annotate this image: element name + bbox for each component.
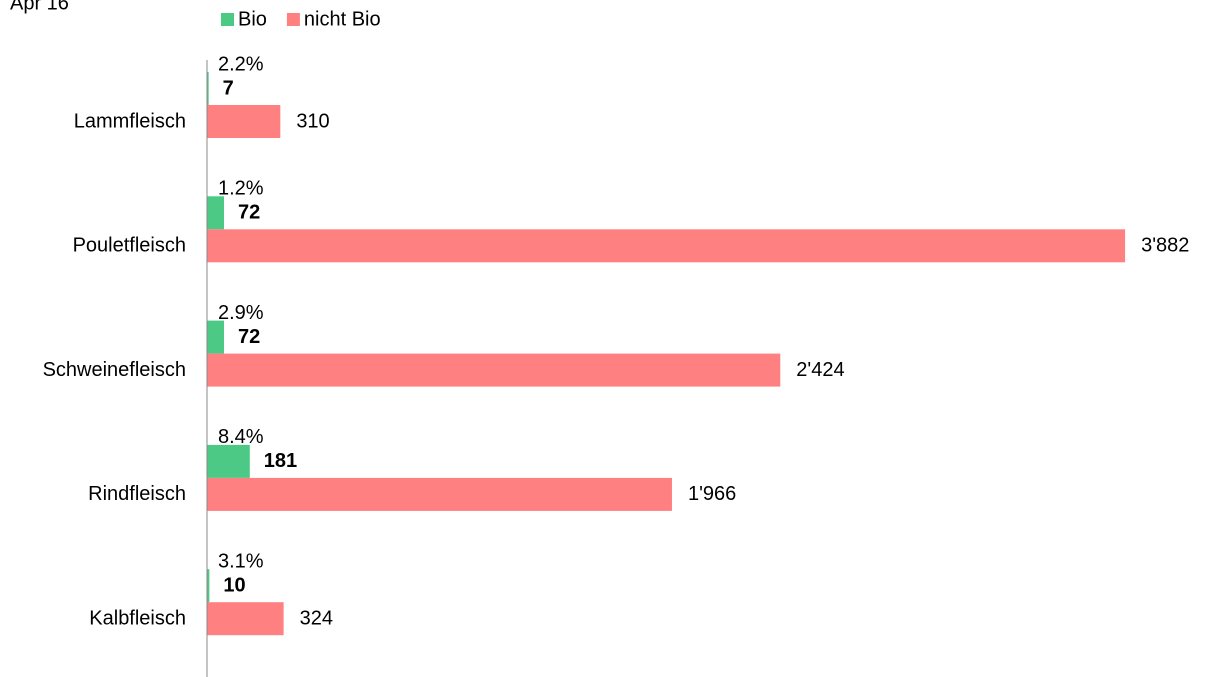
- category-label: Kalbfleisch: [89, 607, 186, 629]
- legend-label: Bio: [238, 8, 267, 30]
- bar: [207, 229, 1126, 263]
- category-label: Schweinefleisch: [43, 359, 186, 381]
- bar: [207, 196, 225, 230]
- data-label: 10: [223, 574, 245, 596]
- data-label: 310: [296, 110, 329, 132]
- annotation: 8.4%: [218, 426, 264, 448]
- annotation: 1.2%: [218, 178, 264, 200]
- annotation: 3.1%: [218, 550, 264, 572]
- chart-title: Apr 16: [10, 0, 69, 14]
- bar: [207, 105, 281, 138]
- data-label: 3'882: [1141, 235, 1189, 257]
- data-label: 72: [238, 326, 260, 348]
- legend-swatch: [286, 13, 300, 26]
- category-label: Pouletfleisch: [73, 235, 186, 257]
- bar: [207, 602, 284, 636]
- data-label: 324: [300, 607, 333, 629]
- bar: [207, 477, 672, 511]
- bar: [207, 444, 250, 478]
- data-label: 7: [223, 77, 234, 99]
- annotation: 2.9%: [218, 302, 264, 324]
- bar: [207, 569, 210, 603]
- legend-swatch: [221, 13, 234, 26]
- data-label: 1'966: [688, 483, 736, 505]
- bar: [207, 320, 225, 354]
- data-label: 2'424: [796, 359, 844, 381]
- category-label: Lammfleisch: [74, 110, 186, 132]
- legend-label: nicht Bio: [304, 8, 381, 30]
- bar: [207, 353, 781, 387]
- annotation: 2.2%: [218, 53, 264, 75]
- bar: [207, 72, 209, 105]
- category-label: Rindfleisch: [88, 483, 186, 505]
- data-label: 72: [238, 202, 260, 224]
- data-label: 181: [264, 450, 297, 472]
